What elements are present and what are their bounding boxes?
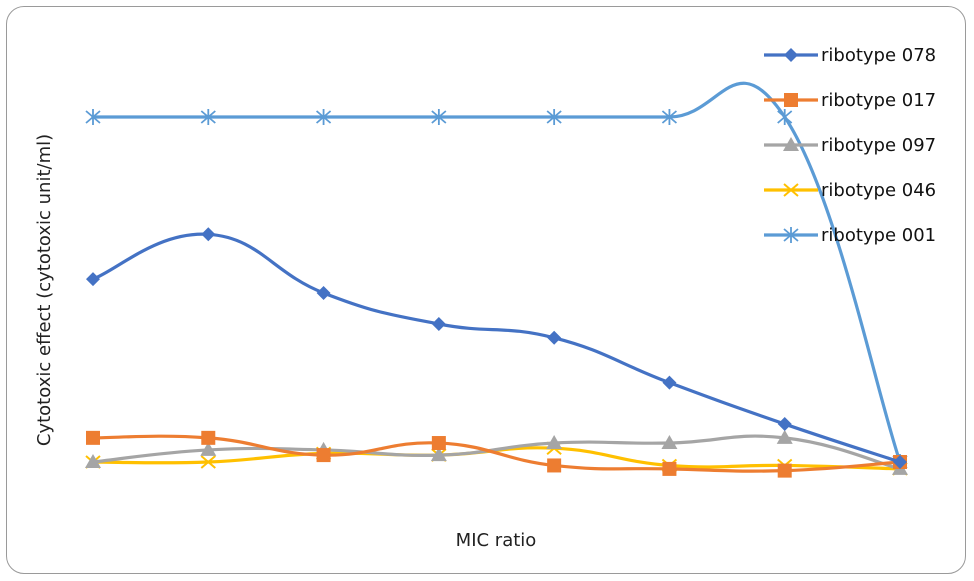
data-point-s1-6 (777, 463, 792, 478)
x-axis-label: MIC ratio (456, 530, 537, 551)
data-point-s4-3 (431, 109, 447, 125)
legend-marker-4 (783, 227, 799, 243)
data-point-s1-2 (316, 448, 331, 463)
data-point-s2-6 (776, 429, 793, 444)
data-point-s4-4 (546, 109, 562, 125)
data-point-s2-0 (85, 454, 101, 468)
data-point-s2-5 (661, 435, 678, 450)
legend: ribotype 078 ribotype 017 ribotype 097 ribo… (764, 45, 936, 246)
legend-marker-0 (784, 48, 798, 62)
legend-label-0: ribotype 078 (821, 45, 936, 66)
data-point-s1-5 (662, 461, 677, 476)
legend-item-3: ribotype 046 (764, 180, 936, 201)
data-point-s3-1 (200, 455, 216, 469)
data-point-s0-0 (86, 272, 100, 287)
legend-label-3: ribotype 046 (821, 180, 936, 201)
legend-item-4: ribotype 001 (764, 225, 936, 246)
legend-item-0: ribotype 078 (764, 45, 936, 66)
data-point-s4-5 (661, 109, 678, 125)
series-line-2 (91, 434, 902, 471)
legend-label-1: ribotype 017 (821, 90, 936, 111)
data-point-s4-6 (777, 109, 793, 125)
data-point-s1-1 (201, 430, 216, 445)
data-point-s0-1 (201, 227, 216, 242)
data-point-s1-0 (86, 430, 100, 445)
legend-marker-3 (783, 183, 799, 197)
legend-label-2: ribotype 097 (821, 135, 936, 156)
data-point-s0-4 (547, 330, 562, 345)
data-point-s4-0 (85, 109, 101, 125)
legend-item-2: ribotype 097 (764, 135, 936, 156)
data-point-s2-3 (430, 447, 447, 462)
series-line-0 (91, 232, 902, 464)
data-point-s1-4 (547, 458, 562, 473)
data-point-s4-1 (200, 109, 216, 125)
data-point-s2-4 (546, 435, 563, 450)
data-point-s0-7 (893, 455, 907, 469)
y-axis-label: Cytotoxic effect (cytotoxic unit/ml) (34, 134, 55, 446)
series-line-1 (91, 434, 902, 473)
data-point-s1-3 (431, 436, 446, 451)
legend-marker-1 (784, 93, 798, 107)
data-point-s0-5 (662, 375, 677, 390)
legend-item-1: ribotype 017 (764, 90, 936, 111)
data-point-s0-3 (431, 317, 446, 331)
legend-label-4: ribotype 001 (821, 225, 936, 246)
series-line-4 (91, 81, 902, 464)
data-point-s4-2 (315, 109, 332, 125)
legend-marker-2 (783, 137, 799, 151)
data-point-s2-1 (200, 441, 217, 456)
plot-area (85, 81, 908, 478)
data-point-s0-6 (777, 417, 792, 432)
data-point-s0-2 (316, 285, 331, 300)
